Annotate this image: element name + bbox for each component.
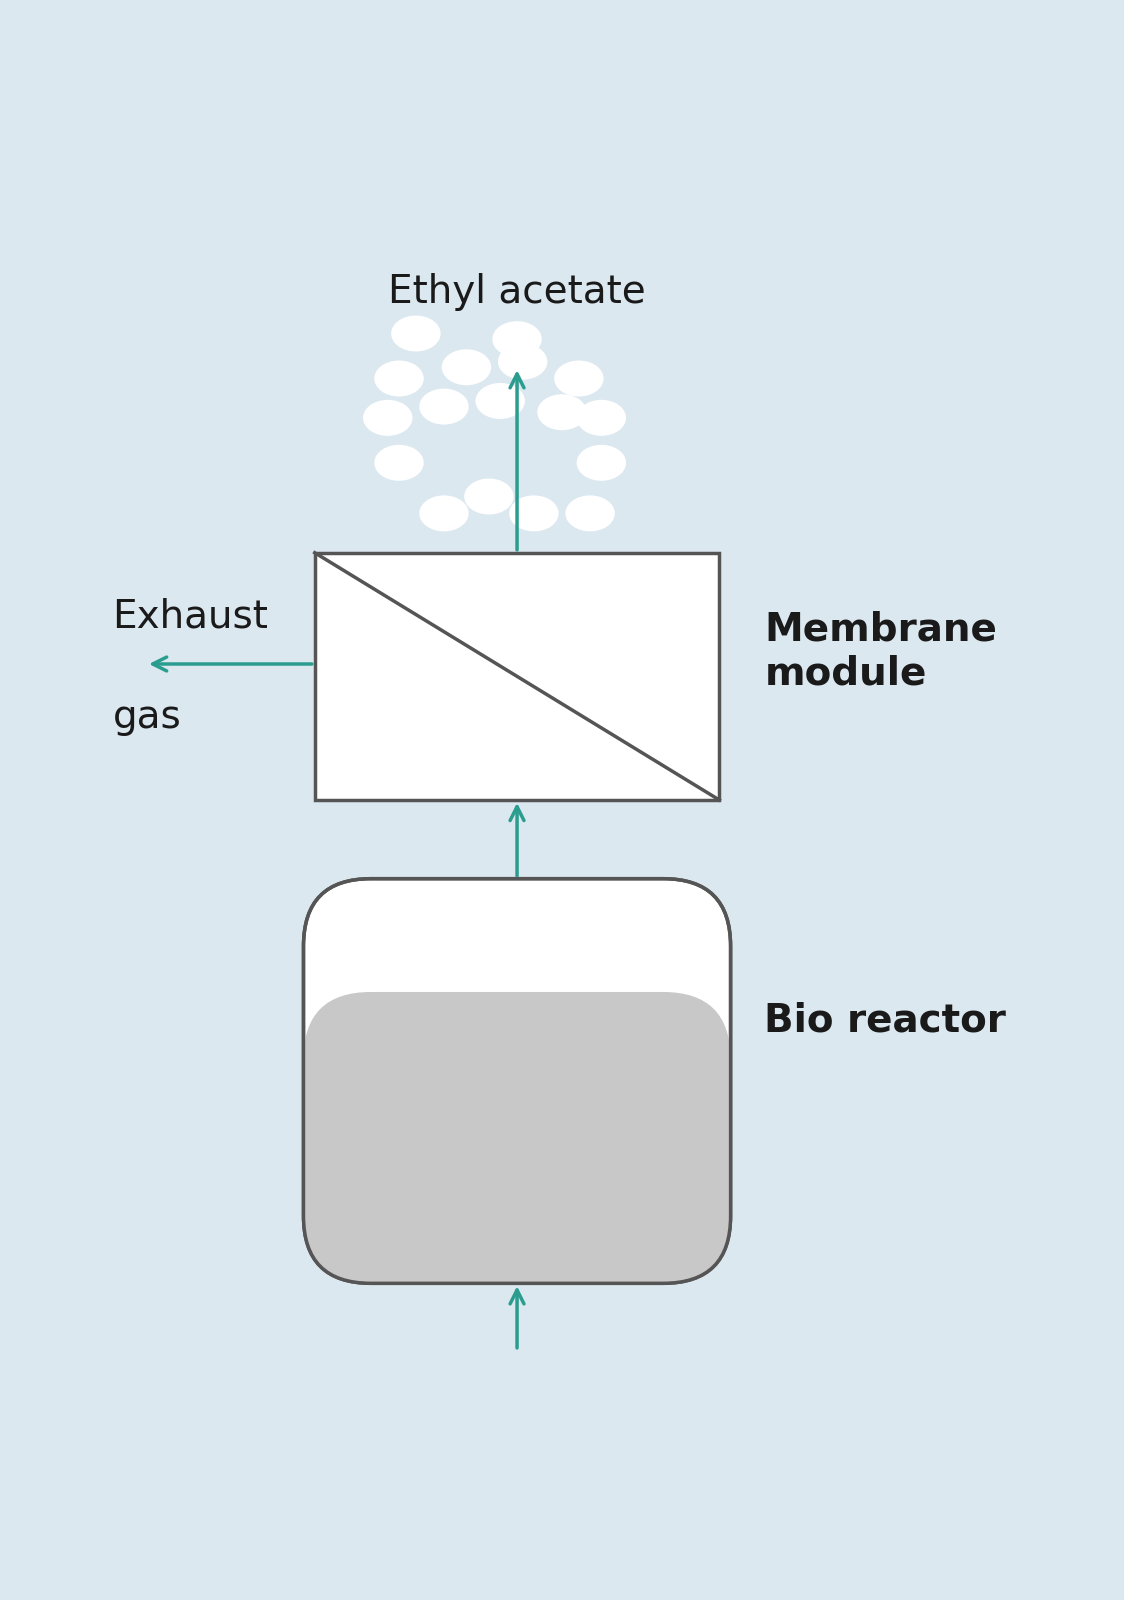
FancyBboxPatch shape [303, 992, 731, 1283]
Ellipse shape [374, 445, 424, 480]
Ellipse shape [464, 478, 514, 515]
Text: Bio reactor: Bio reactor [764, 1002, 1006, 1040]
Ellipse shape [498, 344, 547, 379]
Text: gas: gas [112, 698, 181, 736]
Ellipse shape [565, 496, 615, 531]
Ellipse shape [554, 360, 604, 397]
Ellipse shape [363, 400, 413, 435]
Ellipse shape [391, 315, 441, 352]
Ellipse shape [577, 400, 626, 435]
Ellipse shape [374, 360, 424, 397]
Ellipse shape [419, 389, 469, 424]
Text: Membrane
module: Membrane module [764, 611, 997, 693]
Bar [315, 552, 719, 800]
FancyBboxPatch shape [303, 878, 731, 1283]
Ellipse shape [475, 382, 525, 419]
Text: Exhaust: Exhaust [112, 598, 269, 635]
Ellipse shape [492, 322, 542, 357]
Ellipse shape [442, 349, 491, 386]
Ellipse shape [419, 496, 469, 531]
Text: Ethyl acetate: Ethyl acetate [388, 274, 646, 310]
Ellipse shape [577, 445, 626, 480]
Ellipse shape [509, 496, 559, 531]
Ellipse shape [537, 394, 587, 430]
